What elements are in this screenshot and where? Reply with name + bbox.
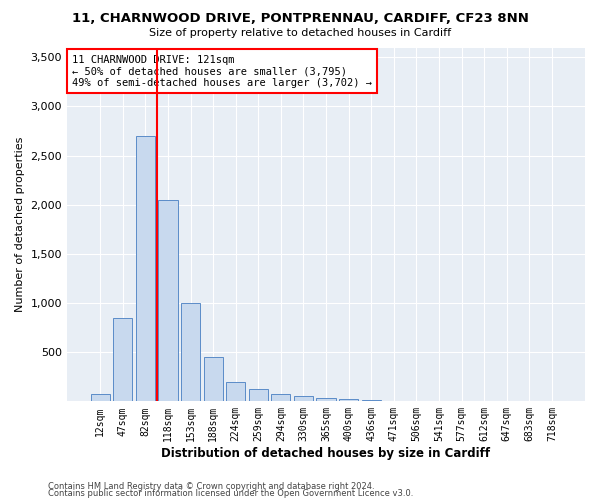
Bar xyxy=(362,400,381,402)
Bar xyxy=(158,200,178,402)
Bar xyxy=(226,382,245,402)
Text: Size of property relative to detached houses in Cardiff: Size of property relative to detached ho… xyxy=(149,28,451,38)
Bar xyxy=(316,398,335,402)
Bar xyxy=(339,400,358,402)
Bar xyxy=(181,303,200,402)
Bar xyxy=(136,136,155,402)
Bar xyxy=(271,394,290,402)
Bar xyxy=(203,357,223,402)
X-axis label: Distribution of detached houses by size in Cardiff: Distribution of detached houses by size … xyxy=(161,447,491,460)
Text: Contains HM Land Registry data © Crown copyright and database right 2024.: Contains HM Land Registry data © Crown c… xyxy=(48,482,374,491)
Text: 11, CHARNWOOD DRIVE, PONTPRENNAU, CARDIFF, CF23 8NN: 11, CHARNWOOD DRIVE, PONTPRENNAU, CARDIF… xyxy=(71,12,529,26)
Text: 11 CHARNWOOD DRIVE: 121sqm
← 50% of detached houses are smaller (3,795)
49% of s: 11 CHARNWOOD DRIVE: 121sqm ← 50% of deta… xyxy=(72,54,372,88)
Text: Contains public sector information licensed under the Open Government Licence v3: Contains public sector information licen… xyxy=(48,489,413,498)
Bar xyxy=(113,318,133,402)
Y-axis label: Number of detached properties: Number of detached properties xyxy=(15,136,25,312)
Bar xyxy=(91,394,110,402)
Bar xyxy=(294,396,313,402)
Bar xyxy=(248,388,268,402)
